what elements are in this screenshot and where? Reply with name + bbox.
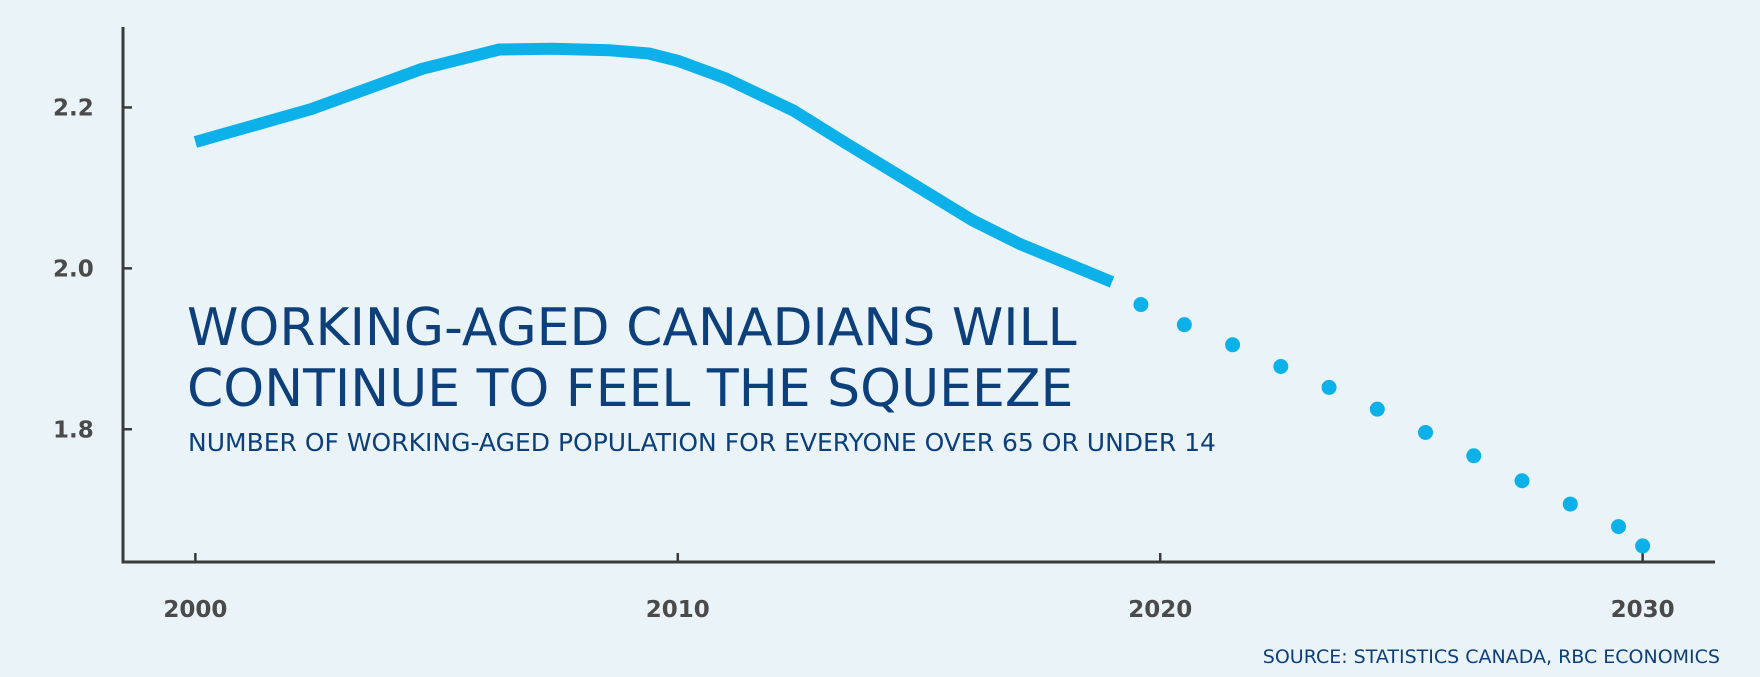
projection-point — [1466, 448, 1482, 464]
projection-point — [1273, 359, 1289, 375]
tick-labels: 1.8 2.0 2.2 2000 2010 2020 2030 — [53, 95, 1675, 623]
x-tick-label: 2000 — [163, 597, 227, 623]
chart-title: WORKING-AGED CANADIANS WILL CONTINUE TO … — [187, 298, 1077, 419]
projection-point — [1133, 297, 1149, 313]
projection-point — [1176, 317, 1192, 333]
y-tick-label: 2.0 — [53, 256, 94, 282]
projection-point — [1225, 337, 1241, 353]
projection-point — [1514, 473, 1530, 489]
projection-point — [1369, 401, 1385, 417]
projection-point — [1418, 424, 1434, 440]
plot-area — [193, 42, 1651, 554]
axes — [121, 27, 1715, 564]
projection-point — [1611, 519, 1627, 535]
x-tick-label: 2010 — [646, 597, 710, 623]
projection-point — [1635, 538, 1651, 554]
historical-line — [193, 42, 1115, 288]
y-tick-label: 2.2 — [53, 95, 94, 121]
chart-subtitle: NUMBER OF WORKING-AGED POPULATION FOR EV… — [188, 428, 1216, 457]
source-note: SOURCE: STATISTICS CANADA, RBC ECONOMICS — [1262, 646, 1720, 668]
x-tick-label: 2030 — [1611, 597, 1675, 623]
projection-point — [1321, 379, 1337, 395]
projection-point — [1562, 496, 1578, 512]
y-tick-label: 1.8 — [53, 417, 94, 443]
x-tick-label: 2020 — [1128, 597, 1192, 623]
